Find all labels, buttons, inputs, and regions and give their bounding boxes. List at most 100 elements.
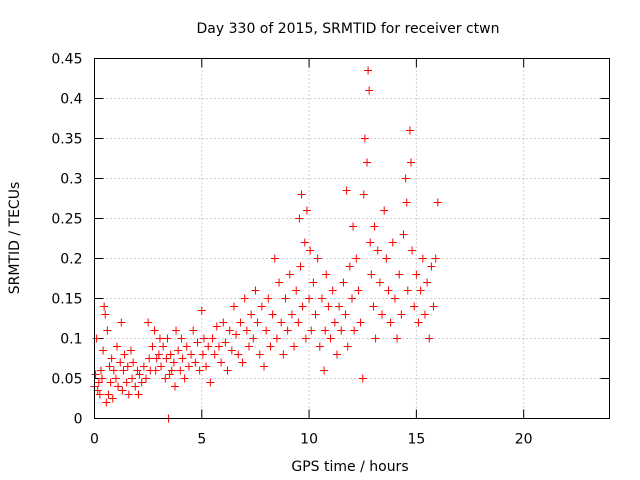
data-point xyxy=(114,382,123,391)
data-point xyxy=(321,326,330,335)
data-point xyxy=(116,358,125,367)
y-tick-label: 0.2 xyxy=(60,252,82,268)
x-axis-label: GPS time / hours xyxy=(291,459,408,475)
data-point xyxy=(378,310,387,319)
x-tick-label: 15 xyxy=(407,432,425,448)
grid xyxy=(94,58,610,419)
data-point xyxy=(238,358,247,367)
x-tick-label: 5 xyxy=(197,432,206,448)
data-point xyxy=(397,310,406,319)
data-point xyxy=(408,246,417,255)
data-point xyxy=(388,238,397,247)
data-point xyxy=(152,354,161,363)
data-point xyxy=(433,198,442,207)
data-point xyxy=(296,262,305,271)
data-point xyxy=(193,338,202,347)
data-point xyxy=(199,334,208,343)
data-point xyxy=(407,158,416,167)
x-tick-labels: 0 5 10 15 20 xyxy=(90,432,533,448)
data-point xyxy=(364,66,373,75)
data-point xyxy=(354,286,363,295)
data-point xyxy=(124,390,133,399)
data-point xyxy=(317,294,326,303)
data-point xyxy=(232,330,241,339)
data-point xyxy=(122,378,131,387)
data-point xyxy=(359,190,368,199)
data-point xyxy=(287,310,296,319)
data-point xyxy=(401,174,410,183)
data-point xyxy=(420,310,429,319)
data-point xyxy=(358,374,367,383)
data-point xyxy=(275,278,284,287)
data-point xyxy=(144,318,153,327)
data-point xyxy=(104,390,113,399)
data-point xyxy=(302,206,311,215)
data-point xyxy=(283,326,292,335)
data-point xyxy=(367,270,376,279)
data-point xyxy=(208,334,217,343)
data-point xyxy=(313,254,322,263)
data-point xyxy=(405,126,414,135)
data-point xyxy=(99,346,108,355)
data-point xyxy=(170,382,179,391)
data-point xyxy=(290,342,299,351)
data-point xyxy=(371,334,380,343)
data-point xyxy=(204,342,213,351)
data-point xyxy=(418,254,427,263)
data-point xyxy=(118,386,127,395)
data-point xyxy=(277,318,286,327)
data-point xyxy=(311,310,320,319)
data-point xyxy=(384,286,393,295)
data-point xyxy=(360,134,369,143)
data-point xyxy=(131,382,140,391)
data-point xyxy=(103,326,112,335)
data-point xyxy=(365,86,374,95)
data-point xyxy=(315,342,324,351)
data-point xyxy=(412,270,421,279)
data-point xyxy=(402,198,411,207)
data-point xyxy=(105,362,114,371)
data-point xyxy=(108,394,117,403)
y-tick-label: 0.45 xyxy=(51,52,82,68)
data-point xyxy=(178,354,187,363)
data-point xyxy=(297,190,306,199)
data-point xyxy=(219,318,228,327)
y-tick-label: 0.3 xyxy=(60,172,82,188)
data-point xyxy=(150,326,159,335)
data-point xyxy=(180,374,189,383)
data-point xyxy=(92,334,101,343)
data-point xyxy=(223,366,232,375)
data-point xyxy=(187,350,196,359)
data-point xyxy=(184,362,193,371)
data-point xyxy=(109,366,118,375)
data-point xyxy=(264,294,273,303)
data-point xyxy=(129,358,138,367)
data-point xyxy=(322,270,331,279)
data-point xyxy=(151,366,160,375)
data-point xyxy=(236,318,245,327)
data-point xyxy=(366,238,375,247)
data-point xyxy=(159,342,168,351)
data-point xyxy=(102,398,111,407)
data-point xyxy=(214,342,223,351)
data-point xyxy=(324,302,333,311)
data-point xyxy=(234,350,243,359)
data-point xyxy=(416,286,425,295)
data-point xyxy=(142,374,150,383)
x-tick-label: 20 xyxy=(515,432,533,448)
data-point xyxy=(198,350,207,359)
data-point xyxy=(386,318,395,327)
data-point xyxy=(423,278,432,287)
data-point xyxy=(251,286,260,295)
data-point xyxy=(134,390,143,399)
data-point xyxy=(227,346,236,355)
data-point xyxy=(95,390,104,399)
x-tick-label: 0 xyxy=(90,432,99,448)
data-point xyxy=(145,354,154,363)
data-point xyxy=(212,322,221,331)
y-tick-label: 0.1 xyxy=(60,332,82,348)
data-point xyxy=(100,302,109,311)
data-point xyxy=(427,262,436,271)
data-point xyxy=(350,326,359,335)
